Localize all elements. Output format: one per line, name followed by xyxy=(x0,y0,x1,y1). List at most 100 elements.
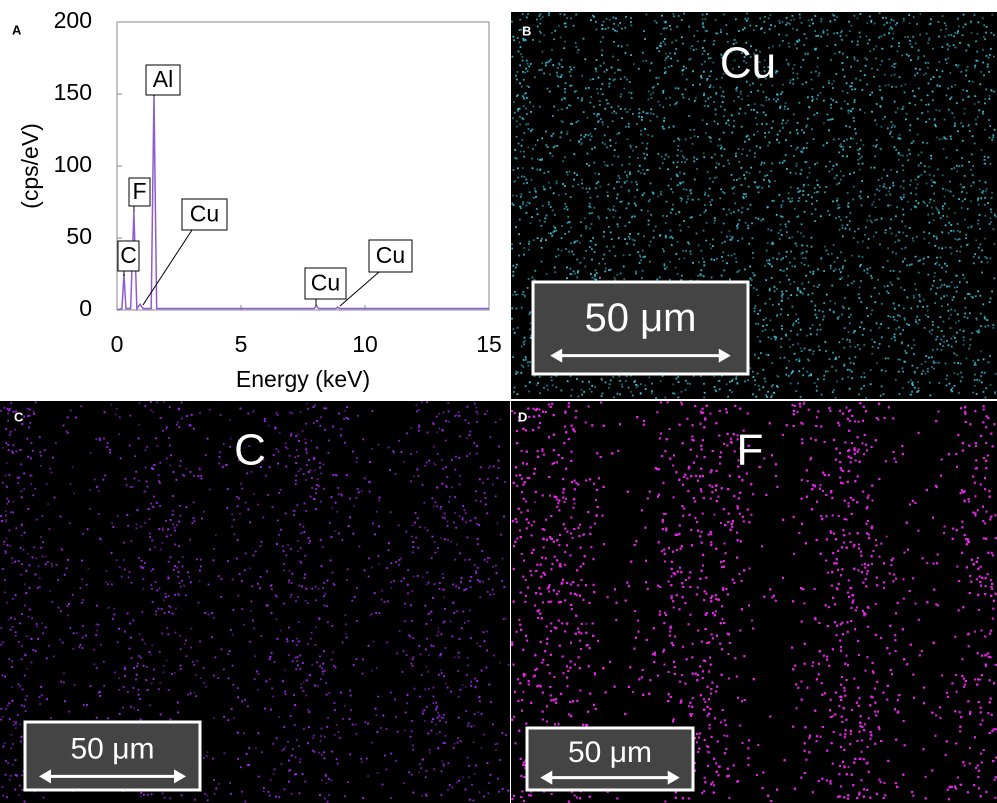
map-dot xyxy=(543,387,545,389)
map-dot xyxy=(797,77,799,79)
map-dot xyxy=(927,42,929,44)
map-dot xyxy=(853,281,855,283)
map-dot xyxy=(731,132,733,134)
map-dot xyxy=(617,223,619,225)
map-dot xyxy=(541,69,543,71)
map-dot xyxy=(336,511,338,513)
map-dot xyxy=(938,36,940,38)
map-dot xyxy=(941,231,943,233)
map-dot xyxy=(584,136,586,138)
map-dot xyxy=(138,480,140,482)
map-dot xyxy=(866,59,868,61)
map-dot xyxy=(714,220,716,222)
map-dot xyxy=(782,40,784,42)
map-dot xyxy=(555,256,557,258)
map-dot xyxy=(857,149,859,151)
map-dot xyxy=(8,530,10,532)
map-dot xyxy=(665,237,667,239)
map-dot xyxy=(269,678,271,680)
map-dot xyxy=(867,315,869,317)
map-dot xyxy=(403,782,405,784)
map-dot xyxy=(659,277,661,279)
map-dot xyxy=(550,206,552,208)
map-dot xyxy=(465,521,467,523)
map-dot xyxy=(678,88,680,90)
map-dot xyxy=(98,513,100,515)
map-dot xyxy=(686,79,688,81)
map-dot xyxy=(958,25,960,27)
map-dot xyxy=(324,736,326,738)
map-dot xyxy=(929,395,931,397)
map-dot xyxy=(513,391,515,393)
map-dot xyxy=(758,191,760,193)
map-dot xyxy=(796,48,798,50)
map-dot xyxy=(314,404,316,406)
map-dot xyxy=(593,106,595,108)
map-dot xyxy=(532,148,534,150)
map-dot xyxy=(311,632,313,634)
map-dot xyxy=(615,210,617,212)
map-dot xyxy=(630,145,632,147)
map-dot xyxy=(205,686,207,688)
map-dot xyxy=(608,269,610,271)
map-dot xyxy=(879,343,881,345)
map-dot xyxy=(625,52,627,54)
map-dot xyxy=(612,120,614,122)
map-dot xyxy=(303,690,305,692)
map-dot xyxy=(948,57,950,59)
map-dot xyxy=(778,34,780,36)
map-dot xyxy=(106,570,108,572)
map-dot xyxy=(682,155,684,157)
map-dot xyxy=(832,87,834,89)
map-dot xyxy=(906,264,908,266)
map-dot xyxy=(537,26,539,28)
map-dot xyxy=(467,665,469,667)
map-dot xyxy=(883,169,885,171)
map-dot xyxy=(833,139,835,141)
map-dot xyxy=(520,46,522,48)
map-dot xyxy=(801,169,803,171)
map-dot xyxy=(641,209,643,211)
map-dot xyxy=(945,378,947,380)
map-dot xyxy=(967,227,969,229)
map-dot xyxy=(598,120,600,122)
map-dot xyxy=(909,184,911,186)
map-dot xyxy=(643,60,645,62)
map-dot xyxy=(894,340,896,342)
map-dot xyxy=(519,82,521,84)
map-dot xyxy=(670,230,672,232)
map-dot xyxy=(789,82,791,84)
map-dot xyxy=(677,161,679,163)
map-dot xyxy=(867,43,869,45)
map-dot xyxy=(881,60,883,62)
map-dot xyxy=(703,94,705,96)
map-dot xyxy=(629,254,631,256)
map-dot xyxy=(894,74,896,76)
map-dot xyxy=(299,792,301,794)
map-dot xyxy=(623,266,625,268)
map-dot xyxy=(757,90,759,92)
map-dot xyxy=(795,149,797,151)
map-dot xyxy=(19,785,21,787)
map-dot xyxy=(476,523,478,525)
map-dot xyxy=(527,63,529,65)
map-dot xyxy=(759,171,761,173)
map-dot xyxy=(930,158,932,160)
map-dot xyxy=(94,479,96,481)
map-dot xyxy=(895,253,897,255)
map-dot xyxy=(929,174,931,176)
map-dot xyxy=(683,13,685,15)
map-dot xyxy=(902,387,904,389)
map-dot xyxy=(782,91,784,93)
map-dot xyxy=(677,184,679,186)
map-dot xyxy=(778,20,780,22)
map-dot xyxy=(690,58,692,60)
map-dot xyxy=(895,24,897,26)
map-dot xyxy=(626,180,628,182)
map-dot xyxy=(638,108,640,110)
map-dot xyxy=(441,459,443,461)
map-dot xyxy=(888,191,890,193)
map-dot xyxy=(931,179,933,181)
map-dot xyxy=(873,145,875,147)
map-dot xyxy=(850,314,852,316)
